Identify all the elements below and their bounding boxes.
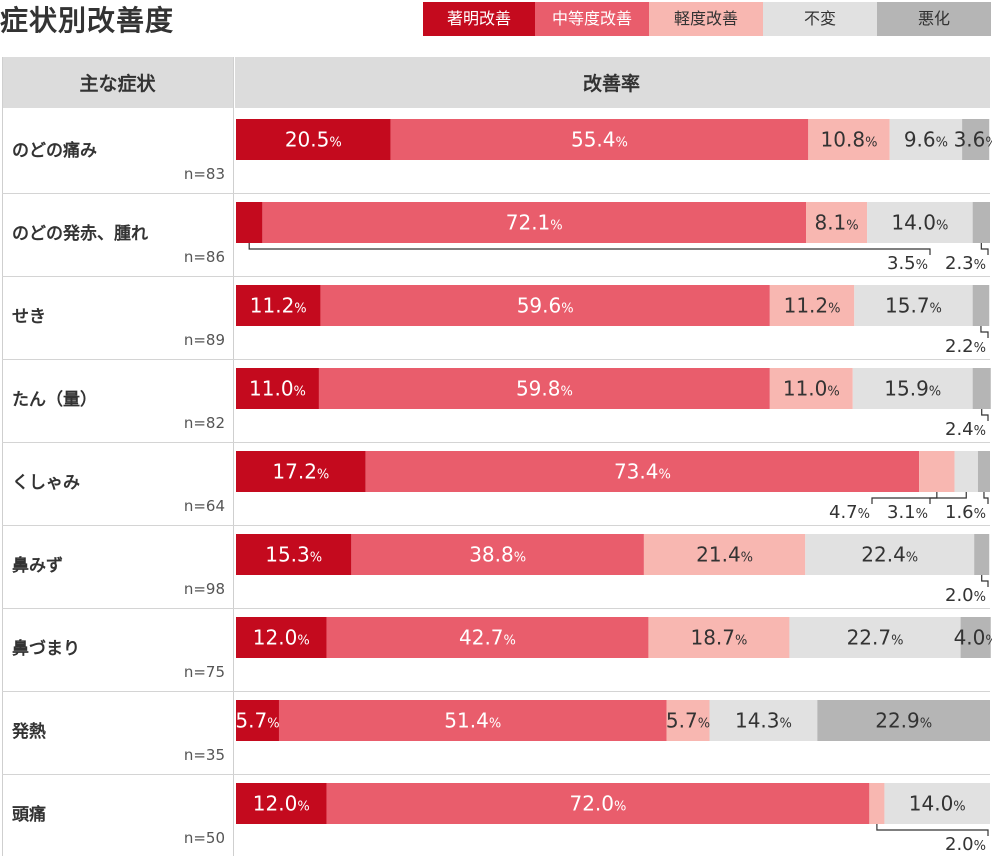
leader-line — [929, 492, 967, 504]
data-label: 15.3% — [265, 543, 322, 567]
bar-segment — [236, 451, 366, 492]
row-n-count: n=75 — [184, 663, 225, 681]
bar-segment — [972, 202, 990, 243]
data-label: 2.0% — [945, 585, 986, 606]
row-label: たん（量） — [12, 389, 97, 410]
bar-segment — [884, 783, 990, 824]
bar-segment — [365, 451, 920, 492]
data-label: 3.1% — [887, 502, 928, 523]
row-n-count: n=50 — [184, 829, 225, 847]
bar-segment — [278, 700, 667, 741]
row-label: 鼻づまり — [12, 638, 80, 659]
data-label: 51.4% — [444, 709, 501, 733]
legend-item: 著明改善 — [423, 2, 535, 36]
header-cell-rate — [235, 57, 990, 108]
header-symptom: 主な症状 — [79, 72, 156, 95]
bar-segment — [817, 700, 990, 741]
leader-line — [248, 243, 931, 255]
leader-line — [876, 824, 989, 836]
bar-segment — [789, 617, 961, 658]
row-label: 頭痛 — [12, 804, 46, 825]
bar-segment — [666, 700, 710, 741]
bar-segment — [236, 285, 321, 326]
bar-segment — [806, 202, 868, 243]
row-label: せき — [12, 307, 46, 327]
legend-item: 悪化 — [877, 2, 991, 36]
bar-segment — [262, 202, 807, 243]
row-n-count: n=83 — [184, 165, 225, 183]
bar-segment — [854, 285, 973, 326]
legend-item: 軽度改善 — [649, 2, 763, 36]
bar-segment — [889, 119, 963, 160]
bar-segment — [236, 783, 327, 824]
bar-segment — [643, 534, 806, 575]
bar-segment — [972, 368, 991, 409]
bar-segment — [318, 368, 770, 409]
row-label: のどの発赤、腫れ — [12, 223, 148, 244]
row-label: 発熱 — [11, 721, 46, 742]
data-label: 38.8% — [469, 543, 526, 567]
data-label: 2.0% — [945, 834, 986, 855]
data-label: 11.2% — [784, 294, 841, 318]
bar-segment — [869, 783, 885, 824]
bar-segment — [709, 700, 818, 741]
leader-line — [983, 492, 989, 504]
bar-segment — [236, 700, 279, 741]
chart-title: 症状別改善度 — [0, 4, 175, 37]
bar-segment — [954, 451, 978, 492]
data-label: 2.2% — [945, 336, 986, 357]
bar-segment — [972, 285, 990, 326]
bar-segment — [326, 783, 870, 824]
bar-segment — [236, 617, 327, 658]
bar-segment — [648, 617, 790, 658]
bar-segment — [960, 617, 991, 658]
bar-segment — [320, 285, 770, 326]
header-cell-symptom — [2, 57, 233, 108]
row-label: 鼻みず — [12, 555, 63, 576]
bar-segment — [236, 368, 319, 409]
legend-item: 不変 — [763, 2, 877, 36]
bar-segment — [867, 202, 973, 243]
row-n-count: n=35 — [184, 746, 225, 764]
bar-segment — [236, 119, 391, 160]
bar-segment — [769, 368, 853, 409]
bar-segment — [769, 285, 855, 326]
header-rate: 改善率 — [583, 72, 640, 95]
row-n-count: n=89 — [184, 331, 225, 349]
bar-segment — [805, 534, 975, 575]
row-n-count: n=64 — [184, 497, 225, 515]
row-n-count: n=82 — [184, 414, 225, 432]
leader-line — [980, 326, 989, 338]
data-label: 4.7% — [829, 502, 870, 523]
bar-segment — [390, 119, 809, 160]
row-label: くしゃみ — [12, 473, 80, 493]
data-label: 15.9% — [884, 377, 941, 401]
bar-segment — [919, 451, 955, 492]
bar-segment — [351, 534, 644, 575]
bar-segment — [236, 534, 352, 575]
row-label: のどの痛み — [12, 140, 97, 161]
bar-segment — [808, 119, 890, 160]
data-label: 2.3% — [945, 253, 986, 274]
bar-segment — [974, 534, 990, 575]
bar-segment — [326, 617, 649, 658]
leader-line — [980, 243, 989, 255]
legend: 著明改善 中等度改善 軽度改善 不変 悪化 — [423, 2, 991, 36]
bar-segment — [852, 368, 973, 409]
leader-line — [871, 492, 938, 504]
data-label: 72.0% — [569, 792, 626, 816]
data-label: 2.4% — [945, 419, 986, 440]
bar-segment — [962, 119, 990, 160]
data-label: 14.0% — [891, 211, 948, 235]
legend-item: 中等度改善 — [535, 2, 649, 36]
row-n-count: n=86 — [184, 248, 225, 266]
row-n-count: n=98 — [184, 580, 225, 598]
data-label: 1.6% — [945, 502, 986, 523]
leader-line — [981, 409, 989, 421]
leader-line — [981, 575, 989, 587]
bar-segment — [236, 202, 263, 243]
data-label: 3.5% — [887, 253, 928, 274]
bar-segment — [977, 451, 990, 492]
